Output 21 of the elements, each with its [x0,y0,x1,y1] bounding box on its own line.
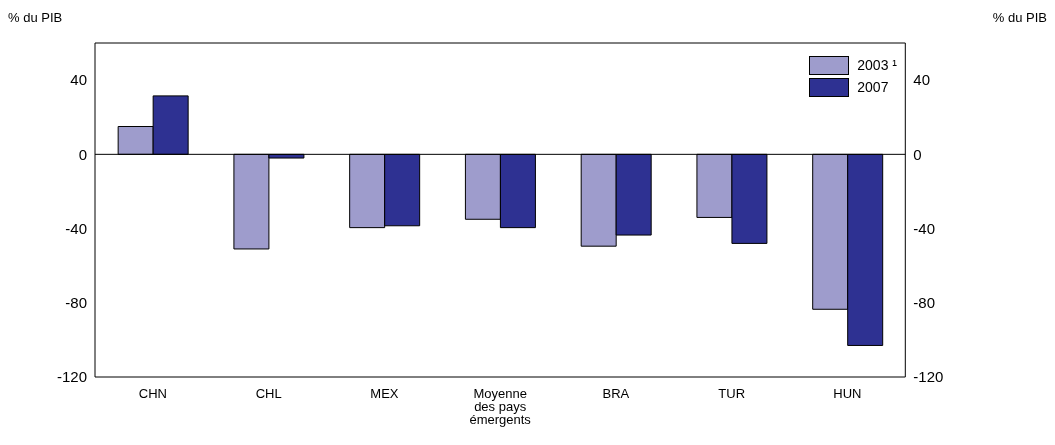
y2-tick-label: -40 [913,219,935,237]
y-tick-label: 0 [78,145,87,163]
y2-tick-label: 40 [913,71,930,89]
x-tick-label: Moyenne des pays émergents [469,386,532,427]
y2-tick-label: 0 [913,145,922,163]
y-tick-label: 40 [70,71,87,89]
x-tick-label: CHN [138,386,167,401]
x-tick-label: BRA [602,386,630,401]
legend-label: 2007 [857,79,889,95]
y-tick-label: -80 [65,294,87,312]
x-tick-label: TUR [718,386,746,401]
y-tick-label: -120 [56,368,87,386]
x-tick-label: CHL [255,386,282,401]
y2-tick-label: -120 [913,368,944,386]
x-tick-label: HUN [833,386,862,401]
y-tick-label: -40 [65,219,87,237]
x-tick-label: MEX [370,386,399,401]
y-axis-title: % du PIB [8,10,63,25]
legend-label: 2003 ¹ [857,57,897,73]
y2-axis-title: % du PIB [992,10,1047,25]
y2-tick-label: -80 [913,294,935,312]
